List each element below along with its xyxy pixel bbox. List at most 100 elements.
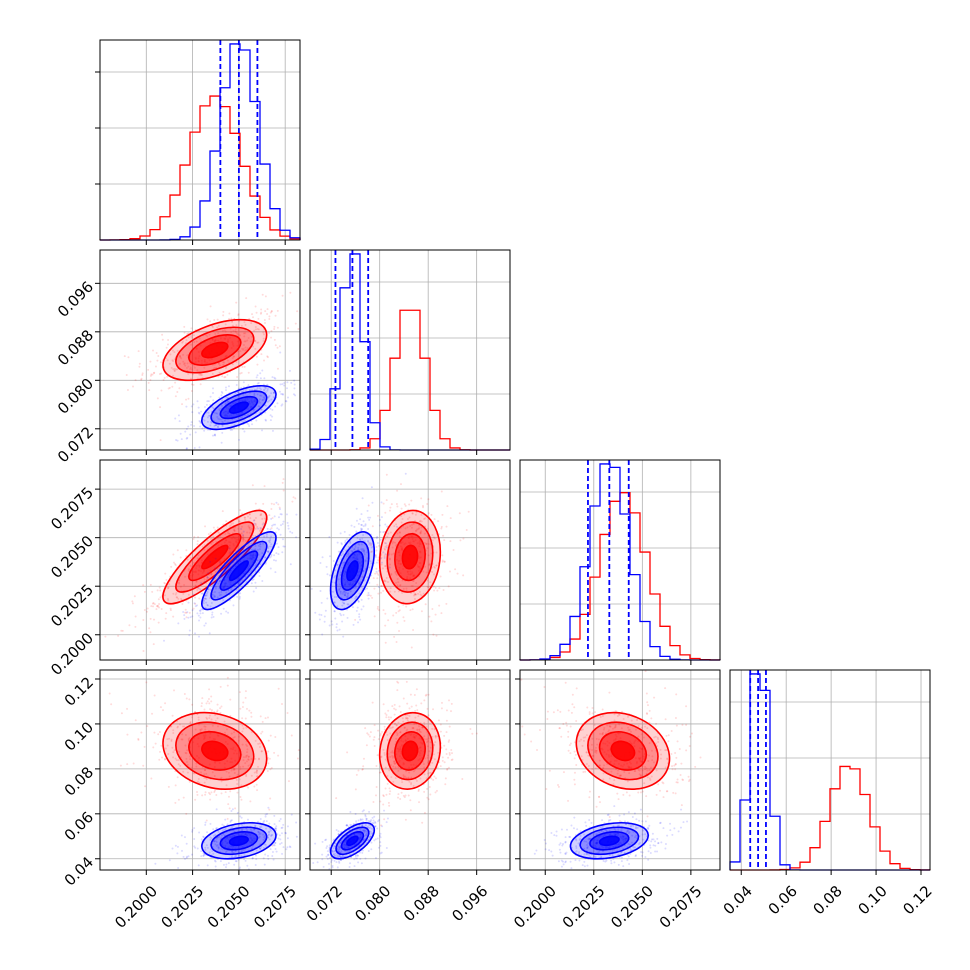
scatter-point	[273, 338, 276, 341]
scatter-point	[172, 729, 175, 732]
scatter-point	[448, 699, 451, 702]
scatter-point	[427, 554, 430, 557]
scatter-point	[611, 727, 614, 730]
scatter-point	[687, 775, 690, 778]
scatter-point	[165, 612, 168, 615]
scatter-point	[185, 812, 188, 815]
scatter-point	[310, 587, 313, 590]
scatter-point	[245, 707, 248, 710]
scatter-point	[146, 610, 149, 613]
scatter-point	[239, 768, 242, 771]
contour-line	[228, 835, 249, 847]
panel-frame	[99, 669, 301, 871]
scatter-point	[401, 781, 404, 784]
scatter-point	[259, 312, 262, 315]
scatter-point	[196, 847, 199, 850]
scatter-point	[176, 876, 178, 878]
scatter-point	[204, 725, 207, 728]
scatter-point	[214, 860, 217, 863]
scatter-point	[383, 555, 386, 558]
scatter-point	[242, 530, 245, 533]
scatter-point	[217, 846, 220, 849]
scatter-point	[268, 833, 271, 836]
scatter-point	[471, 732, 474, 735]
scatter-point	[237, 313, 240, 316]
scatter-point	[152, 746, 155, 749]
scatter-point	[241, 347, 244, 350]
scatter-point	[235, 553, 238, 556]
scatter-point	[442, 589, 445, 592]
scatter-point	[409, 809, 412, 812]
scatter-point	[250, 582, 253, 585]
scatter-point	[397, 793, 400, 796]
scatter-point	[197, 411, 200, 414]
scatter-point	[378, 771, 381, 774]
scatter-point	[379, 530, 382, 533]
scatter-point	[397, 721, 400, 724]
scatter-point	[220, 776, 223, 779]
scatter-point	[318, 618, 321, 621]
scatter-point	[426, 756, 429, 759]
scatter-point	[385, 793, 388, 796]
scatter-point	[254, 517, 257, 520]
scatter-point	[213, 567, 216, 570]
scatter-point	[197, 554, 200, 557]
scatter-point	[142, 764, 145, 767]
scatter-point	[217, 582, 220, 585]
scatter-point	[623, 770, 626, 773]
scatter-point	[128, 624, 131, 627]
scatter-point	[238, 854, 241, 857]
scatter-point	[369, 544, 372, 547]
scatter-point	[140, 377, 143, 380]
scatter-point	[382, 531, 385, 534]
scatter-point	[395, 641, 398, 644]
scatter-point	[375, 567, 378, 570]
scatter-point	[228, 775, 231, 778]
scatter-point	[216, 725, 219, 728]
scatter-point	[557, 785, 560, 788]
scatter-point	[360, 543, 363, 546]
scatter-point	[198, 412, 201, 415]
scatter-point	[286, 521, 289, 524]
scatter-point	[417, 528, 420, 531]
scatter-point	[280, 826, 283, 829]
scatter-point	[328, 535, 331, 538]
scatter-point	[410, 783, 413, 786]
scatter-point	[244, 696, 247, 699]
scatter-point	[210, 695, 213, 698]
scatter-point	[609, 725, 612, 728]
contour-line	[346, 560, 359, 582]
scatter-point	[183, 325, 186, 328]
scatter-point	[580, 728, 583, 731]
scatter-point	[172, 592, 175, 595]
scatter-point	[269, 734, 272, 737]
scatter-point	[374, 554, 377, 557]
scatter-point	[151, 373, 154, 376]
scatter-point	[256, 363, 259, 366]
scatter-point	[236, 782, 239, 785]
scatter-point	[190, 343, 193, 346]
scatter-point	[269, 797, 272, 800]
scatter-point	[266, 383, 269, 386]
scatter-point	[397, 769, 400, 772]
scatter-point	[367, 591, 370, 594]
scatter-point	[341, 592, 344, 595]
scatter-point	[201, 583, 204, 586]
scatter-point	[235, 301, 238, 304]
scatter-point	[367, 849, 370, 852]
scatter-point	[436, 589, 439, 592]
scatter-point	[392, 552, 395, 555]
scatter-point	[262, 340, 265, 343]
scatter-point	[389, 790, 392, 793]
scatter-point	[143, 745, 146, 748]
scatter-point	[428, 615, 431, 618]
scatter-point	[173, 689, 176, 692]
scatter-point	[169, 353, 172, 356]
scatter-point	[126, 733, 129, 736]
scatter-point	[199, 729, 202, 732]
scatter-point	[386, 738, 389, 741]
scatter-point	[258, 833, 261, 836]
scatter-point	[327, 862, 330, 865]
scatter-point	[266, 389, 269, 392]
scatter-point	[245, 348, 248, 351]
